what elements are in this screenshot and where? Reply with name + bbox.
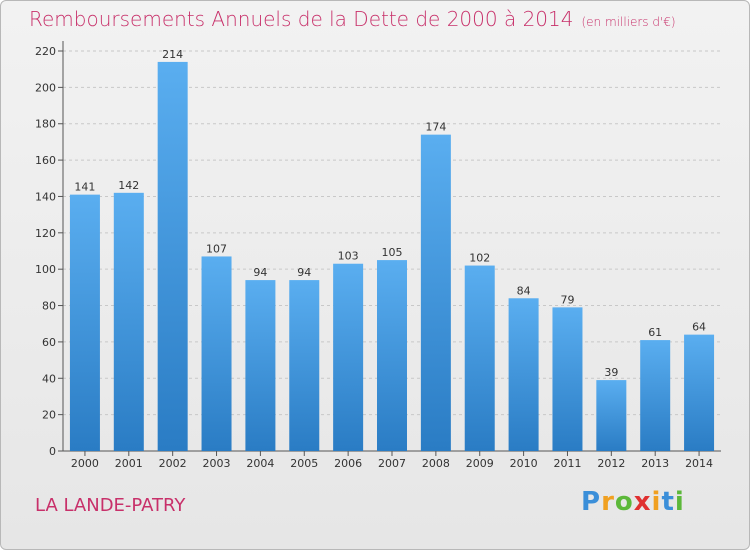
x-tick-label: 2011 bbox=[553, 457, 581, 470]
bar-value-label: 39 bbox=[604, 366, 618, 379]
x-tick-label: 2000 bbox=[71, 457, 99, 470]
x-tick-label: 2014 bbox=[685, 457, 713, 470]
bar-value-label: 107 bbox=[206, 242, 227, 255]
bar-value-label: 174 bbox=[425, 121, 446, 134]
y-tick-label: 200 bbox=[35, 81, 56, 94]
y-tick-label: 120 bbox=[35, 227, 56, 240]
bar bbox=[684, 334, 715, 451]
x-tick-label: 2007 bbox=[378, 457, 406, 470]
y-tick-label: 100 bbox=[35, 263, 56, 276]
x-tick-label: 2013 bbox=[641, 457, 669, 470]
x-tick-label: 2001 bbox=[115, 457, 143, 470]
x-tick-label: 2012 bbox=[597, 457, 625, 470]
bar bbox=[333, 263, 364, 451]
x-tick-label: 2010 bbox=[510, 457, 538, 470]
y-tick-label: 20 bbox=[42, 409, 56, 422]
y-tick-label: 220 bbox=[35, 45, 56, 58]
bar bbox=[289, 280, 320, 451]
logo-letter: o bbox=[614, 487, 634, 517]
bar-value-label: 61 bbox=[648, 326, 662, 339]
bar bbox=[596, 380, 627, 451]
bar bbox=[69, 194, 100, 452]
y-tick-label: 160 bbox=[35, 154, 56, 167]
bar bbox=[113, 192, 144, 451]
bar-value-label: 105 bbox=[382, 246, 403, 259]
logo-letter: i bbox=[651, 487, 662, 517]
chart-title: Remboursements Annuels de la Dette de 20… bbox=[29, 7, 676, 31]
bar bbox=[420, 134, 451, 452]
y-tick-label: 60 bbox=[42, 336, 56, 349]
x-tick-label: 2009 bbox=[466, 457, 494, 470]
bar-value-label: 94 bbox=[253, 266, 267, 279]
bar-value-label: 214 bbox=[162, 48, 183, 61]
bar-value-label: 102 bbox=[469, 252, 490, 265]
bar-value-label: 141 bbox=[74, 181, 95, 194]
x-tick-label: 2005 bbox=[290, 457, 318, 470]
bar bbox=[640, 340, 671, 451]
chart-unit-note: (en milliers d'€) bbox=[581, 15, 676, 29]
x-tick-label: 2008 bbox=[422, 457, 450, 470]
commune-name: LA LANDE-PATRY bbox=[35, 495, 186, 516]
bar bbox=[245, 280, 276, 451]
bar bbox=[201, 256, 232, 451]
bar bbox=[377, 260, 407, 451]
bar-value-label: 94 bbox=[297, 266, 311, 279]
logo-letter: r bbox=[601, 487, 615, 517]
bar bbox=[464, 265, 495, 451]
bar-value-label: 142 bbox=[118, 179, 139, 192]
y-tick-label: 140 bbox=[35, 190, 56, 203]
logo-letter: i bbox=[674, 487, 685, 517]
logo-letter: t bbox=[661, 487, 675, 517]
x-tick-label: 2002 bbox=[159, 457, 187, 470]
bar-value-label: 79 bbox=[560, 293, 574, 306]
bar bbox=[157, 61, 188, 452]
bar-value-label: 103 bbox=[338, 250, 359, 263]
y-tick-label: 40 bbox=[42, 372, 56, 385]
x-tick-label: 2004 bbox=[246, 457, 274, 470]
x-tick-label: 2006 bbox=[334, 457, 362, 470]
bar-value-label: 84 bbox=[517, 284, 531, 297]
logo-letter: P bbox=[581, 487, 602, 517]
y-tick-label: 180 bbox=[35, 118, 56, 131]
chart-title-text: Remboursements Annuels de la Dette de 20… bbox=[29, 7, 574, 31]
logo-letter: x bbox=[633, 487, 652, 517]
bar-value-label: 64 bbox=[692, 321, 706, 334]
y-tick-label: 80 bbox=[42, 300, 56, 313]
bar bbox=[552, 307, 583, 451]
x-tick-label: 2003 bbox=[203, 457, 231, 470]
proxiti-logo: Proxiti bbox=[581, 487, 685, 517]
bar bbox=[508, 298, 539, 451]
y-tick-label: 0 bbox=[49, 445, 56, 458]
